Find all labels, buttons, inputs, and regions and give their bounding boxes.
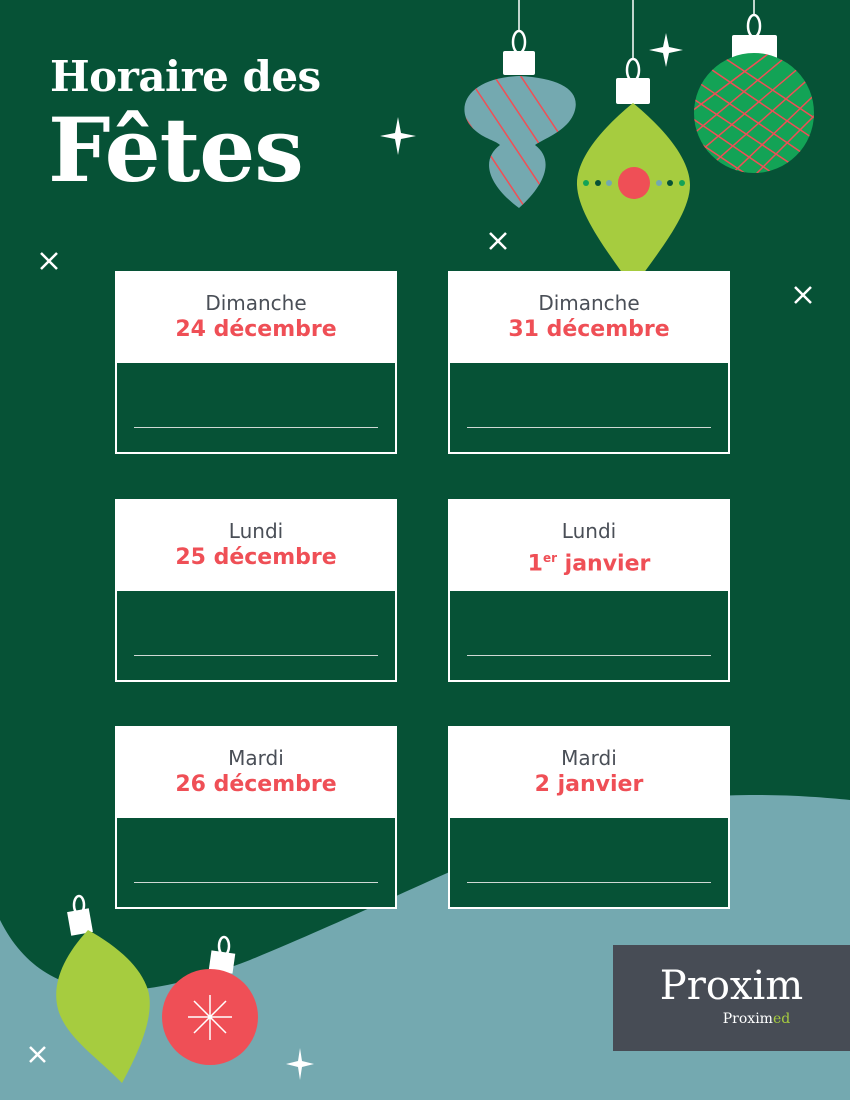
card-day: Mardi	[561, 746, 617, 770]
card-day: Lundi	[228, 519, 284, 543]
hours-blank-line	[467, 427, 711, 428]
date-month: janvier	[557, 551, 651, 577]
card-day: Dimanche	[205, 291, 307, 315]
ornament-green-ball-icon	[694, 0, 814, 173]
logo-sub-main: Proxim	[722, 1011, 773, 1027]
ornament-red-ball-icon	[162, 935, 258, 1065]
card-date: 2 janvier	[534, 772, 644, 797]
schedule-card-dec-31: Dimanche 31 décembre	[448, 271, 730, 454]
date-ordinal: er	[542, 551, 557, 565]
card-day: Mardi	[228, 746, 284, 770]
logo-sub-brand: Proximed	[613, 1011, 850, 1027]
schedule-card-dec-25: Lundi 25 décembre	[115, 499, 397, 682]
card-date: 31 décembre	[508, 317, 670, 342]
sparkle-icons	[286, 33, 683, 1080]
card-date: 1er janvier	[450, 543, 728, 579]
ornament-lime-drop-icon	[576, 0, 690, 288]
schedule-card-jan-2: Mardi 2 janvier	[448, 726, 730, 909]
page-title: Fêtes	[48, 98, 304, 202]
hours-blank-line	[134, 882, 378, 883]
ornament-lime-bottom-icon	[56, 894, 150, 1083]
card-date: 25 décembre	[175, 545, 337, 570]
title-line-1: Horaire des	[50, 52, 321, 101]
proxim-logo: Proxim Proximed	[613, 945, 850, 1051]
logo-brand: Proxim	[659, 963, 804, 1009]
date-number: 1	[527, 551, 543, 577]
schedule-card-dec-26: Mardi 26 décembre	[115, 726, 397, 909]
schedule-card-jan-1: Lundi 1er janvier	[448, 499, 730, 682]
card-date: 26 décembre	[175, 772, 337, 797]
card-date: 24 décembre	[175, 317, 337, 342]
hours-blank-line	[134, 655, 378, 656]
hours-blank-line	[467, 882, 711, 883]
schedule-card-dec-24: Dimanche 24 décembre	[115, 271, 397, 454]
hours-blank-line	[134, 427, 378, 428]
hours-blank-line	[467, 655, 711, 656]
ornament-teal-striped-icon	[464, 0, 576, 208]
card-day: Dimanche	[538, 291, 640, 315]
cross-sparkle-icons	[29, 232, 812, 1063]
card-day: Lundi	[561, 519, 617, 543]
logo-sub-accent: ed	[772, 1011, 791, 1027]
